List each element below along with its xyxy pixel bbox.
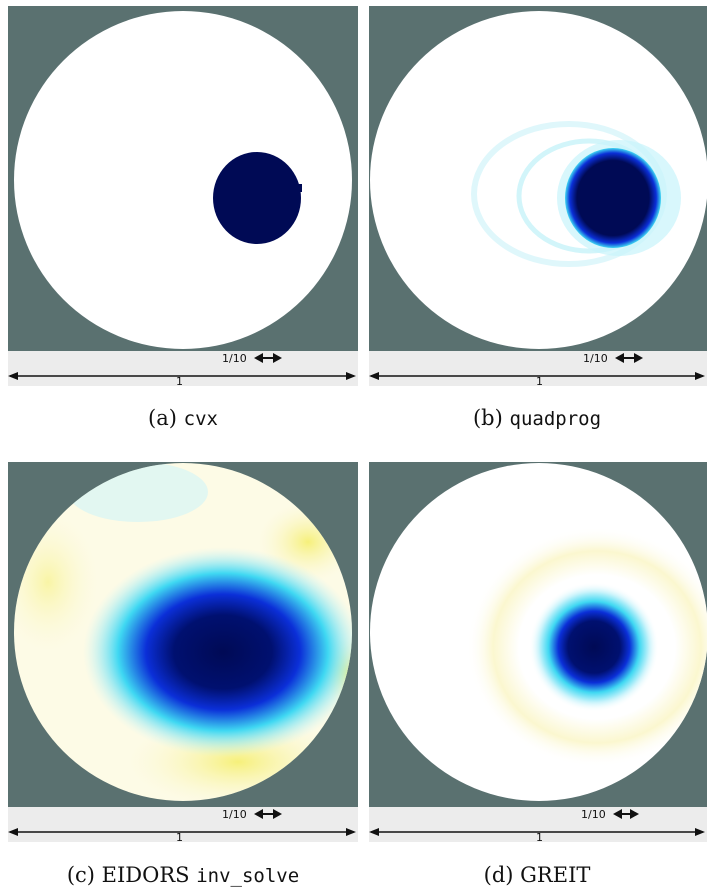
panel-d: 1/10 1 [369, 462, 707, 842]
inclusion-target [213, 152, 301, 244]
scale-small-label: 1/10 [583, 352, 608, 365]
scale-large-label: 1 [176, 375, 183, 386]
panel-a: 1/10 1 [8, 6, 358, 386]
domain-disk [370, 11, 707, 349]
panel-b: 1/10 1 [369, 6, 707, 386]
inclusion-target [565, 148, 661, 248]
scale-small-label: 1/10 [222, 808, 247, 821]
scale-small-label: 1/10 [222, 352, 247, 365]
caption-prefix: (a) [148, 406, 177, 430]
scale-large-arrow [8, 828, 356, 836]
scale-large-label: 1 [536, 831, 543, 842]
scale-large-arrow [369, 372, 705, 380]
reconstruction-image-quadprog: 1/10 1 [369, 6, 707, 386]
caption-prefix: (b) [472, 406, 503, 430]
caption-code: cvx [183, 408, 218, 430]
caption-prefix: (d) [483, 863, 514, 887]
caption-prefix: (c) EIDORS [66, 863, 190, 887]
reconstruction-image-eidors: 1/10 1 [8, 462, 358, 842]
scale-large-arrow [369, 828, 705, 836]
inclusion-pixel [296, 184, 302, 192]
scale-small-arrow [613, 809, 639, 819]
scale-small-label: 1/10 [581, 808, 606, 821]
inclusion-target [529, 582, 659, 712]
scale-bar-area [369, 351, 707, 386]
scale-large-label: 1 [536, 375, 543, 386]
caption-c: (c) EIDORS inv_solve [8, 863, 358, 887]
panel-c: 1/10 1 [8, 462, 358, 842]
caption-d: (d) GREIT [362, 863, 707, 887]
scale-bar-area [369, 807, 707, 842]
caption-code: quadprog [509, 408, 602, 430]
caption-a: (a) cvx [8, 406, 358, 430]
inclusion-target [83, 547, 352, 757]
scale-small-arrow [615, 353, 643, 363]
domain-disk [14, 11, 352, 349]
reconstruction-image-greit: 1/10 1 [369, 462, 707, 842]
reconstruction-image-cvx: 1/10 1 [8, 6, 358, 386]
caption-code: inv_solve [196, 865, 300, 887]
scale-small-arrow [254, 809, 282, 819]
scale-small-arrow [254, 353, 282, 363]
caption-text: GREIT [520, 863, 591, 887]
scale-bar-area [8, 351, 358, 386]
scale-large-label: 1 [176, 831, 183, 842]
scale-large-arrow [8, 372, 356, 380]
caption-b: (b) quadprog [362, 406, 707, 430]
scale-bar-area [8, 807, 358, 842]
